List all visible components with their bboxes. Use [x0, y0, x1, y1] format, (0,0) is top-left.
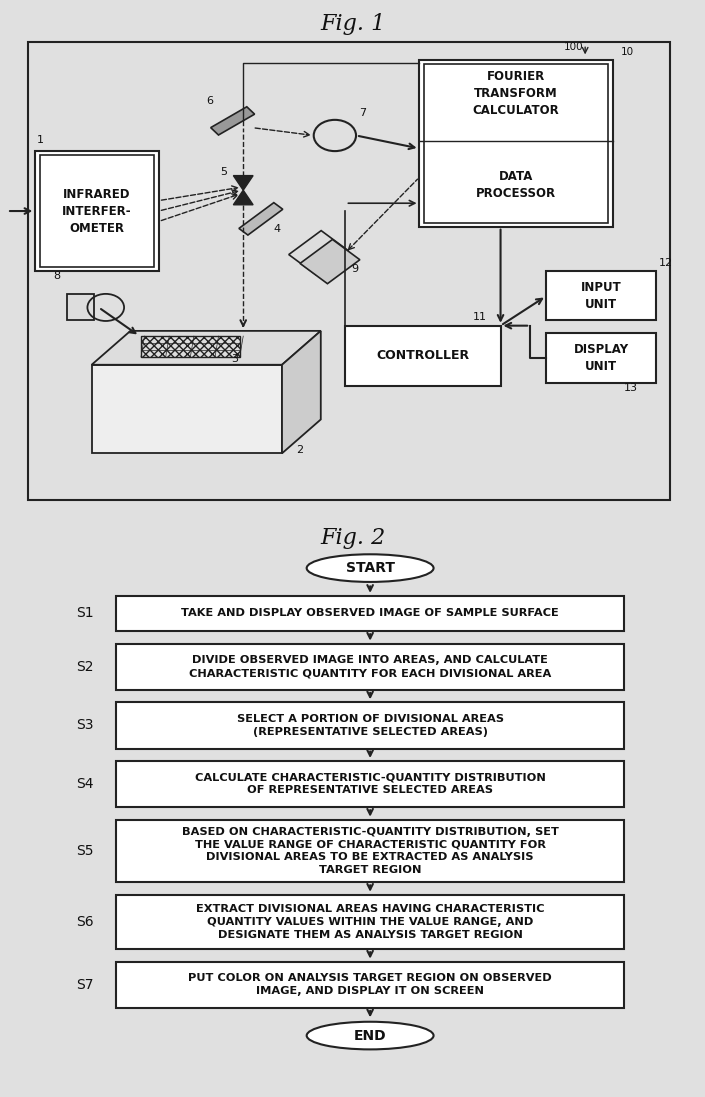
- Bar: [546, 271, 656, 320]
- Text: DATA
PROCESSOR: DATA PROCESSOR: [476, 170, 556, 200]
- Text: START: START: [345, 561, 395, 575]
- Text: PUT COLOR ON ANALYSIS TARGET REGION ON OBSERVED
IMAGE, AND DISPLAY IT ON SCREEN: PUT COLOR ON ANALYSIS TARGET REGION ON O…: [188, 973, 552, 996]
- Text: 11: 11: [472, 313, 486, 323]
- Bar: [116, 819, 624, 882]
- Text: S4: S4: [76, 777, 93, 791]
- Polygon shape: [233, 176, 253, 190]
- Text: 12: 12: [659, 258, 673, 268]
- Polygon shape: [92, 364, 282, 453]
- Text: END: END: [354, 1029, 386, 1042]
- Text: TAKE AND DISPLAY OBSERVED IMAGE OF SAMPLE SURFACE: TAKE AND DISPLAY OBSERVED IMAGE OF SAMPL…: [181, 609, 559, 619]
- Bar: [28, 42, 670, 500]
- Text: 7: 7: [360, 108, 367, 117]
- Text: INPUT
UNIT: INPUT UNIT: [581, 281, 621, 310]
- Text: S5: S5: [76, 844, 93, 858]
- Polygon shape: [233, 190, 253, 205]
- Text: SELECT A PORTION OF DIVISIONAL AREAS
(REPRESENTATIVE SELECTED AREAS): SELECT A PORTION OF DIVISIONAL AREAS (RE…: [237, 714, 503, 737]
- Text: DIVIDE OBSERVED IMAGE INTO AREAS, AND CALCULATE
CHARACTERISTIC QUANTITY FOR EACH: DIVIDE OBSERVED IMAGE INTO AREAS, AND CA…: [189, 655, 551, 678]
- Text: 6: 6: [206, 97, 213, 106]
- Bar: [141, 336, 240, 357]
- Polygon shape: [289, 230, 348, 275]
- Ellipse shape: [307, 554, 434, 581]
- Bar: [35, 151, 159, 271]
- Text: 100: 100: [564, 42, 584, 52]
- Polygon shape: [300, 239, 360, 284]
- Text: S6: S6: [76, 915, 94, 929]
- Bar: [116, 644, 624, 690]
- Polygon shape: [211, 106, 255, 135]
- Text: 4: 4: [274, 224, 281, 234]
- Text: Fig. 2: Fig. 2: [320, 527, 385, 548]
- Bar: [116, 895, 624, 949]
- Text: 3: 3: [231, 354, 238, 364]
- Bar: [40, 155, 154, 268]
- Text: INFRARED
INTERFER-
OMETER: INFRARED INTERFER- OMETER: [62, 188, 132, 235]
- Text: 5: 5: [220, 167, 227, 177]
- Text: Fig. 1: Fig. 1: [320, 13, 385, 35]
- Bar: [546, 333, 656, 383]
- Bar: [345, 326, 501, 385]
- Text: DISPLAY
UNIT: DISPLAY UNIT: [573, 343, 629, 373]
- Text: 2: 2: [296, 445, 303, 455]
- Bar: [116, 596, 624, 631]
- Bar: [116, 962, 624, 1008]
- Text: BASED ON CHARACTERISTIC-QUANTITY DISTRIBUTION, SET
THE VALUE RANGE OF CHARACTERI: BASED ON CHARACTERISTIC-QUANTITY DISTRIB…: [182, 827, 558, 875]
- Text: CALCULATE CHARACTERISTIC-QUANTITY DISTRIBUTION
OF REPRESENTATIVE SELECTED AREAS: CALCULATE CHARACTERISTIC-QUANTITY DISTRI…: [195, 772, 546, 795]
- Bar: [116, 761, 624, 807]
- Text: S3: S3: [76, 719, 93, 733]
- Text: 1: 1: [37, 135, 44, 145]
- Text: 13: 13: [624, 383, 638, 393]
- Text: FOURIER
TRANSFORM
CALCULATOR: FOURIER TRANSFORM CALCULATOR: [472, 70, 560, 117]
- Polygon shape: [92, 331, 321, 364]
- Text: S2: S2: [76, 659, 93, 674]
- Text: S1: S1: [76, 607, 94, 621]
- Polygon shape: [239, 203, 283, 235]
- Ellipse shape: [307, 1021, 434, 1050]
- Text: S7: S7: [76, 977, 93, 992]
- Text: CONTROLLER: CONTROLLER: [376, 349, 470, 362]
- Bar: [116, 702, 624, 748]
- Text: 8: 8: [53, 271, 60, 281]
- Text: EXTRACT DIVISIONAL AREAS HAVING CHARACTERISTIC
QUANTITY VALUES WITHIN THE VALUE : EXTRACT DIVISIONAL AREAS HAVING CHARACTE…: [196, 904, 544, 940]
- Bar: [424, 64, 608, 223]
- Polygon shape: [282, 331, 321, 453]
- Text: 9: 9: [351, 264, 358, 274]
- Bar: [67, 294, 94, 320]
- Bar: [419, 60, 613, 227]
- Text: 10: 10: [620, 47, 634, 57]
